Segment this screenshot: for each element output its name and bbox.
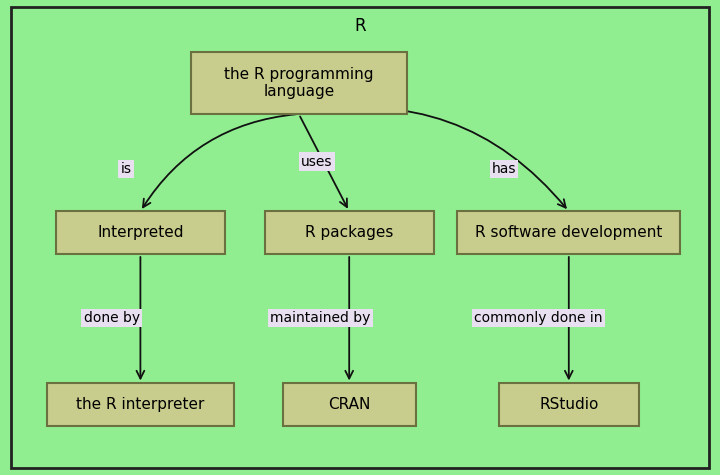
FancyArrowPatch shape [565, 257, 572, 379]
Text: R packages: R packages [305, 225, 393, 240]
FancyArrowPatch shape [302, 107, 566, 208]
FancyBboxPatch shape [282, 383, 416, 426]
Text: the R interpreter: the R interpreter [76, 397, 204, 412]
FancyBboxPatch shape [56, 211, 225, 254]
Text: has: has [492, 162, 516, 176]
Text: uses: uses [301, 154, 333, 169]
Text: R: R [354, 17, 366, 35]
Text: is: is [120, 162, 132, 176]
FancyArrowPatch shape [143, 114, 296, 207]
FancyBboxPatch shape [47, 383, 234, 426]
FancyBboxPatch shape [498, 383, 639, 426]
Text: R software development: R software development [475, 225, 662, 240]
Text: RStudio: RStudio [539, 397, 598, 412]
FancyArrowPatch shape [346, 257, 353, 379]
FancyBboxPatch shape [457, 211, 680, 254]
FancyArrowPatch shape [300, 116, 347, 207]
Text: done by: done by [84, 311, 140, 325]
Text: maintained by: maintained by [270, 311, 371, 325]
FancyBboxPatch shape [191, 52, 407, 114]
Text: CRAN: CRAN [328, 397, 370, 412]
Text: Interpreted: Interpreted [97, 225, 184, 240]
FancyBboxPatch shape [265, 211, 433, 254]
Text: commonly done in: commonly done in [474, 311, 603, 325]
Text: the R programming
language: the R programming language [224, 67, 374, 99]
FancyArrowPatch shape [137, 257, 144, 379]
